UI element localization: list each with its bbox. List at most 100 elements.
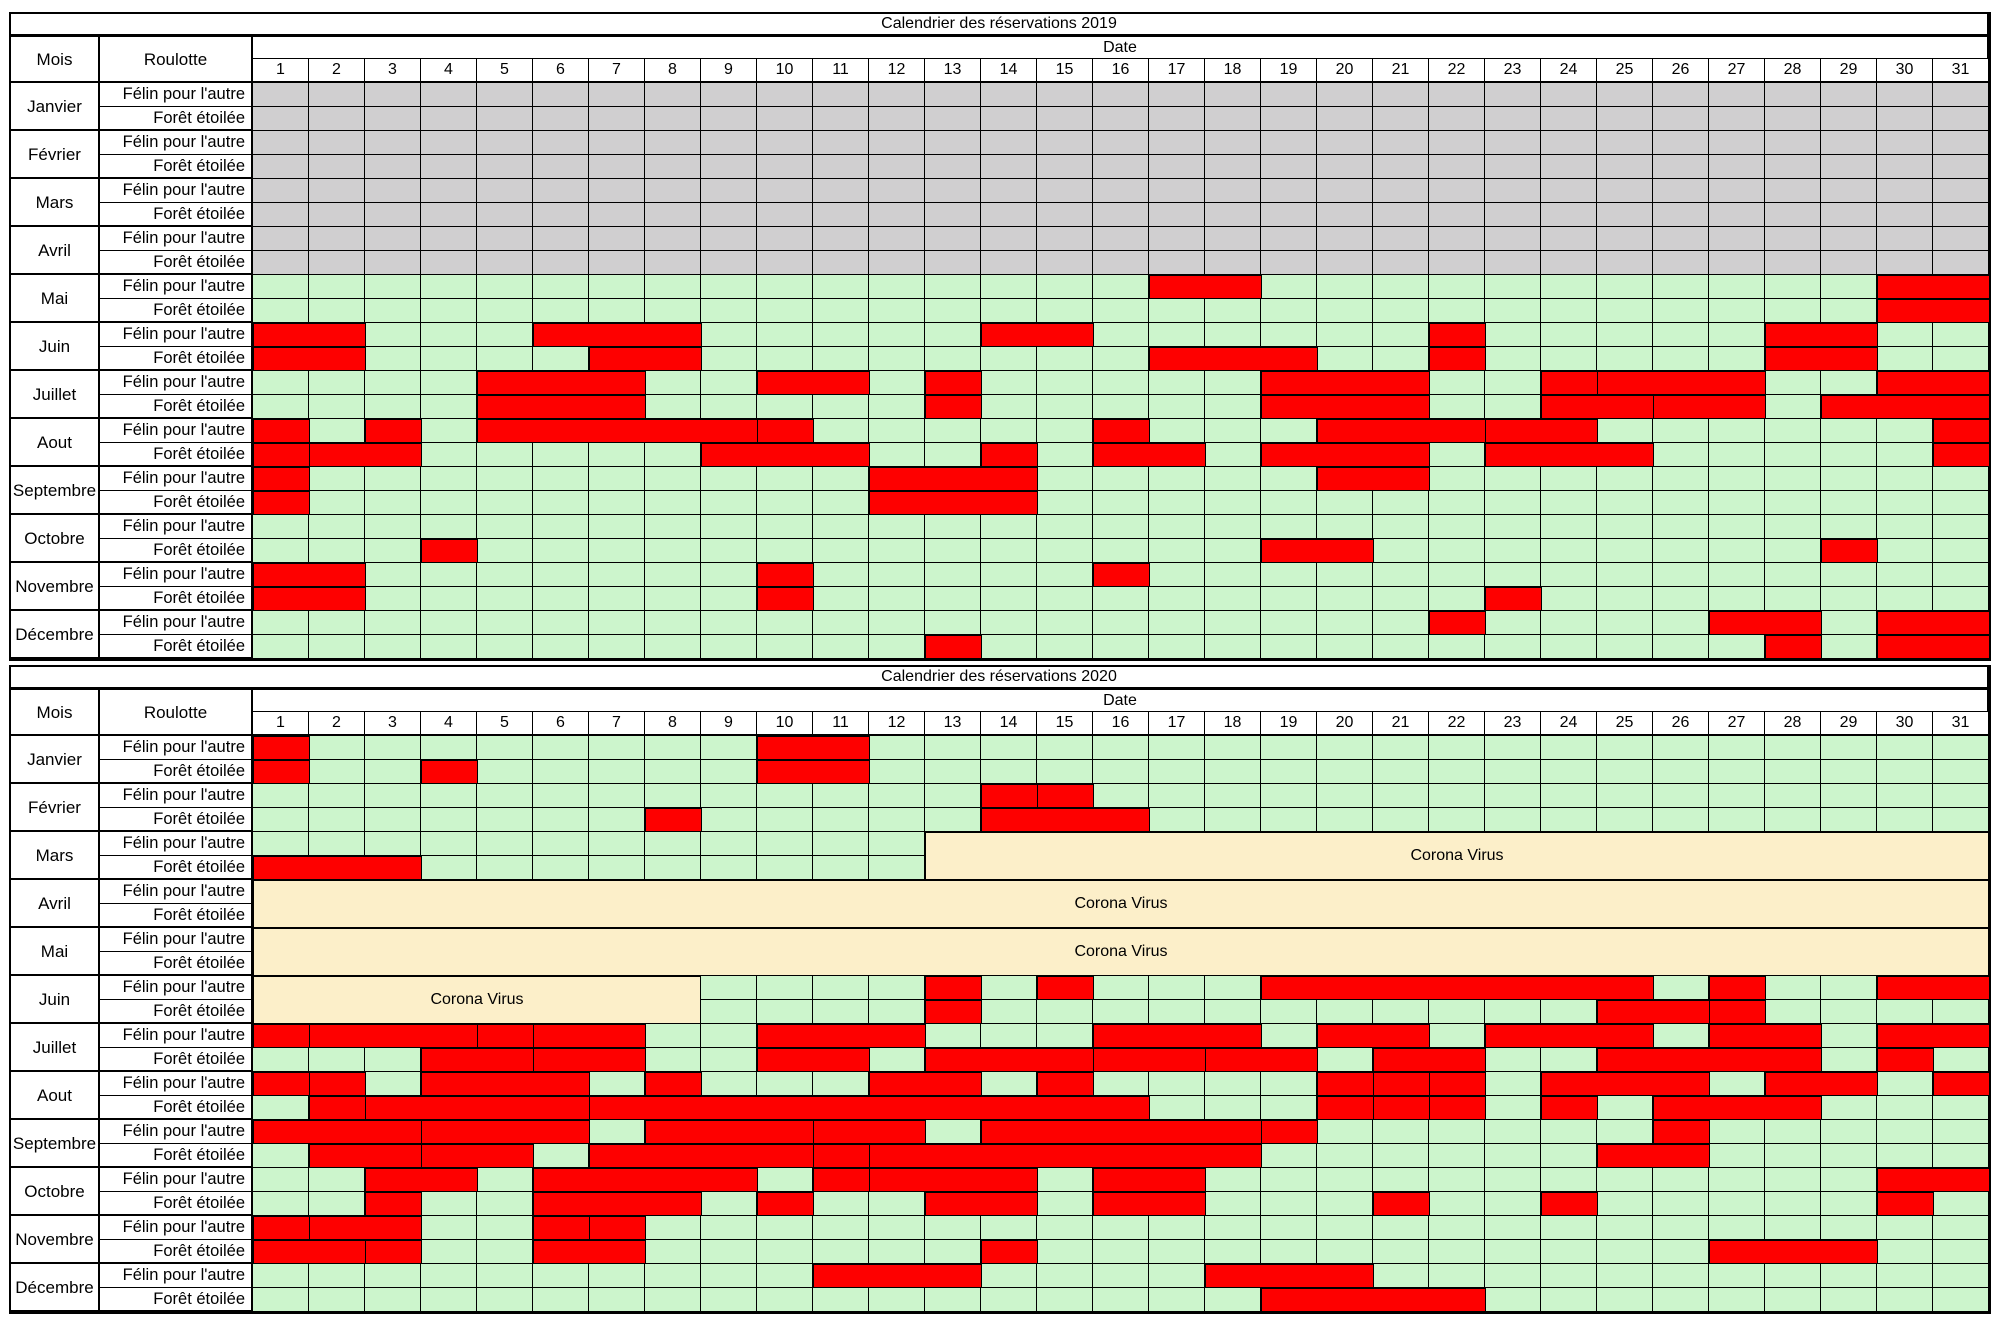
day-cell	[533, 784, 589, 808]
caravan-label: Forêt étoilée	[100, 1096, 253, 1120]
day-cell	[1261, 131, 1317, 155]
caravan-label: Forêt étoilée	[100, 1288, 253, 1312]
day-cell	[1709, 1192, 1765, 1216]
day-cell	[1037, 1216, 1093, 1240]
day-cell	[869, 1288, 925, 1312]
day-cell	[421, 323, 477, 347]
day-cell	[645, 760, 701, 784]
day-cell	[1429, 784, 1485, 808]
day-cell	[1205, 227, 1261, 251]
day-cell	[1149, 299, 1205, 323]
day-cell	[1877, 1000, 1933, 1024]
day-cell	[421, 155, 477, 179]
day-cell	[1765, 467, 1821, 491]
day-cell	[1205, 1192, 1261, 1216]
day-number: 28	[1765, 59, 1821, 83]
day-cell	[1373, 1216, 1429, 1240]
day-cell	[365, 611, 421, 635]
day-cell	[1149, 83, 1205, 107]
day-cell	[1541, 1144, 1597, 1168]
booking-block	[421, 1048, 534, 1072]
day-cell	[869, 275, 925, 299]
caravan-label: Forêt étoilée	[100, 443, 253, 467]
day-cell	[1317, 784, 1373, 808]
day-cell	[421, 251, 477, 275]
day-cell	[645, 371, 701, 395]
day-cell	[1261, 419, 1317, 443]
booking-block	[1765, 347, 1878, 371]
day-cell	[701, 131, 757, 155]
day-cell	[253, 832, 309, 856]
day-cell	[757, 467, 813, 491]
day-cell	[1653, 107, 1709, 131]
day-cell	[1317, 299, 1373, 323]
day-cell	[1373, 587, 1429, 611]
day-cell	[1037, 131, 1093, 155]
booking-block	[1261, 539, 1374, 563]
day-cell	[1429, 371, 1485, 395]
day-cell	[1709, 467, 1765, 491]
day-cell	[1597, 1168, 1653, 1192]
day-cell	[477, 251, 533, 275]
day-cell	[1261, 299, 1317, 323]
day-cell	[925, 539, 981, 563]
day-number: 13	[925, 59, 981, 83]
day-cell	[1765, 784, 1821, 808]
booking-block	[477, 371, 646, 395]
day-cell	[645, 275, 701, 299]
day-cell	[1933, 587, 1989, 611]
day-cell	[1149, 203, 1205, 227]
day-cell	[1261, 1000, 1317, 1024]
booking-block	[869, 1072, 982, 1096]
day-cell	[701, 467, 757, 491]
day-number: 24	[1541, 59, 1597, 83]
day-cell	[1261, 736, 1317, 760]
day-cell	[701, 515, 757, 539]
day-cell	[533, 251, 589, 275]
day-cell	[1765, 131, 1821, 155]
day-cell	[1597, 515, 1653, 539]
day-cell	[589, 611, 645, 635]
day-cell	[533, 131, 589, 155]
day-cell	[981, 587, 1037, 611]
booking-block	[1933, 443, 1990, 467]
day-cell	[1149, 635, 1205, 659]
booking-block	[645, 1072, 702, 1096]
day-cell	[813, 1000, 869, 1024]
booking-block	[1877, 299, 1990, 323]
day-cell	[925, 587, 981, 611]
day-cell	[813, 203, 869, 227]
day-cell	[1821, 635, 1877, 659]
day-cell	[1485, 539, 1541, 563]
day-cell	[1709, 1264, 1765, 1288]
day-cell	[1037, 611, 1093, 635]
day-cell	[757, 808, 813, 832]
day-cell	[757, 784, 813, 808]
day-cell	[1149, 1096, 1205, 1120]
day-cell	[981, 83, 1037, 107]
day-cell	[1205, 83, 1261, 107]
day-cell	[1149, 515, 1205, 539]
day-cell	[869, 976, 925, 1000]
booking-block	[925, 371, 982, 395]
day-cell	[421, 611, 477, 635]
day-cell	[1485, 299, 1541, 323]
day-cell	[1877, 203, 1933, 227]
day-cell	[1877, 443, 1933, 467]
day-cell	[701, 1024, 757, 1048]
booking-block	[589, 1216, 646, 1240]
day-cell	[1037, 1168, 1093, 1192]
booking-block	[1877, 611, 1990, 635]
day-cell	[813, 635, 869, 659]
day-cell	[365, 347, 421, 371]
day-cell	[925, 83, 981, 107]
day-cell	[1653, 784, 1709, 808]
booking-block	[1093, 1024, 1262, 1048]
day-cell	[1821, 1168, 1877, 1192]
day-cell	[1541, 1288, 1597, 1312]
day-cell	[1709, 784, 1765, 808]
day-cell	[477, 299, 533, 323]
day-cell	[421, 808, 477, 832]
booking-block	[981, 1120, 1262, 1144]
day-cell	[1877, 1096, 1933, 1120]
